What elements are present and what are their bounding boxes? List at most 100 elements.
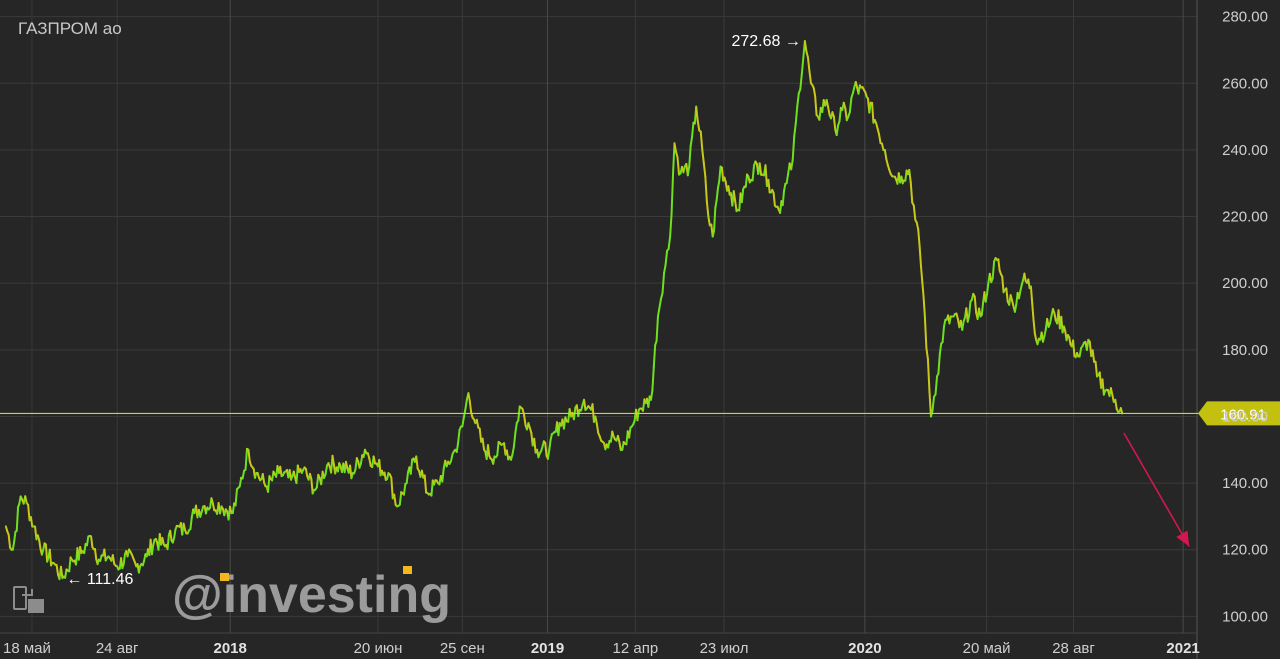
price-segment xyxy=(664,249,669,266)
data-point xyxy=(5,525,7,528)
watermark-accent-dot xyxy=(220,573,229,581)
price-segment xyxy=(292,470,297,479)
price-segment xyxy=(548,439,552,451)
price-segment xyxy=(228,505,233,515)
price-segment xyxy=(688,145,692,168)
price-segment xyxy=(942,318,947,328)
data-point xyxy=(387,472,390,474)
data-point xyxy=(804,40,806,42)
data-point xyxy=(884,149,886,151)
price-segment xyxy=(38,538,42,550)
data-point xyxy=(1035,339,1037,341)
data-point xyxy=(231,512,234,514)
price-segment xyxy=(691,121,695,139)
price-segment xyxy=(1027,278,1031,290)
price-segment xyxy=(783,182,787,192)
forecast-arrow-head xyxy=(1176,530,1190,547)
data-point xyxy=(853,85,856,88)
price-segment xyxy=(68,556,72,573)
data-point xyxy=(536,448,538,451)
data-point xyxy=(701,149,704,151)
price-segment xyxy=(880,142,885,152)
annotations: 272.68 → ← 111.46 xyxy=(66,33,1190,588)
data-point xyxy=(875,122,877,125)
price-segment xyxy=(182,522,186,531)
price-segment xyxy=(461,416,465,428)
x-tick-label: 2019 xyxy=(531,640,564,657)
data-point xyxy=(220,505,223,508)
price-segment xyxy=(1033,332,1038,341)
price-segment xyxy=(455,441,460,453)
price-segment xyxy=(715,187,719,202)
price-segment xyxy=(986,282,990,296)
price-segment xyxy=(1072,339,1076,357)
price-segment xyxy=(1005,287,1009,303)
data-point xyxy=(19,495,22,498)
y-tick-label: 160.00 xyxy=(1222,408,1268,425)
data-point xyxy=(12,548,14,551)
price-segment xyxy=(150,544,155,556)
price-segment xyxy=(27,503,31,522)
data-point xyxy=(445,465,448,468)
price-segment xyxy=(1001,275,1005,294)
price-segment xyxy=(806,56,811,73)
price-segment xyxy=(1094,360,1099,378)
price-segment xyxy=(93,547,98,561)
data-point xyxy=(426,492,429,494)
price-segment xyxy=(794,105,799,125)
data-point xyxy=(603,442,605,444)
price-segment xyxy=(324,464,328,476)
data-point xyxy=(126,555,129,558)
price-segment xyxy=(785,172,790,185)
price-segment xyxy=(909,181,914,204)
price-segment xyxy=(478,427,483,443)
price-segment xyxy=(616,434,621,444)
price-segment xyxy=(468,400,473,414)
price-segment xyxy=(450,453,454,463)
price-segment xyxy=(758,162,763,176)
price-segment xyxy=(793,122,797,138)
grid-lines xyxy=(0,0,1198,659)
price-segment xyxy=(1049,314,1053,325)
data-point xyxy=(892,175,895,178)
price-segment xyxy=(934,375,939,396)
data-point xyxy=(719,165,722,168)
data-point xyxy=(865,95,868,98)
data-point xyxy=(61,577,64,579)
price-segment xyxy=(922,295,926,318)
price-segment xyxy=(931,395,935,413)
data-point xyxy=(758,162,761,165)
price-segment xyxy=(669,213,673,238)
price-segment xyxy=(211,502,216,512)
price-segment xyxy=(244,447,248,471)
price-segment xyxy=(980,301,985,316)
data-point xyxy=(570,415,572,418)
price-segment xyxy=(919,264,924,283)
price-segment xyxy=(533,437,537,454)
data-point xyxy=(952,315,955,318)
price-segment xyxy=(918,245,922,267)
price-segment xyxy=(189,516,193,530)
price-segment xyxy=(137,564,142,574)
price-segment xyxy=(838,106,842,123)
price-segment xyxy=(803,40,808,53)
price-segment xyxy=(496,440,500,457)
data-point xyxy=(238,485,241,488)
x-tick-label: 20 июн xyxy=(354,640,403,657)
data-point xyxy=(817,115,819,118)
price-segment xyxy=(111,554,116,565)
data-point xyxy=(644,402,647,404)
price-segment xyxy=(1023,272,1027,283)
price-segment xyxy=(457,428,461,444)
data-point xyxy=(979,315,982,318)
price-segment xyxy=(310,478,314,495)
price-segment xyxy=(1101,378,1105,396)
price-segment xyxy=(713,206,717,232)
data-point xyxy=(638,408,640,411)
price-segment xyxy=(751,164,756,182)
price-segment xyxy=(1029,285,1034,305)
copy-chart-icon[interactable] xyxy=(13,586,44,613)
level-badge xyxy=(1198,401,1280,426)
price-segment xyxy=(594,415,598,425)
data-point xyxy=(961,329,964,331)
